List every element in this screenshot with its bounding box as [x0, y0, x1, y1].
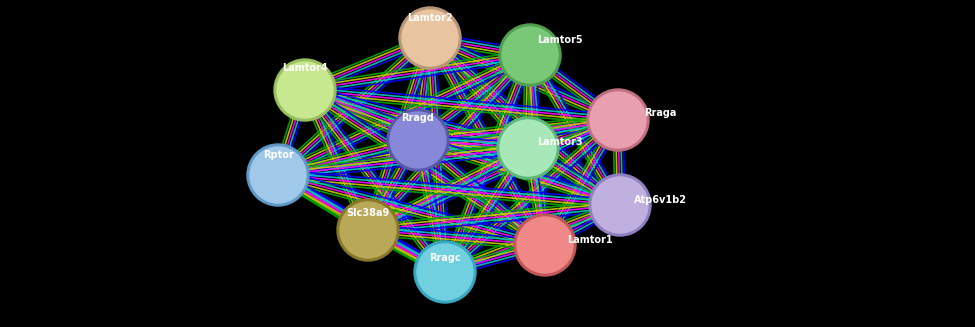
Circle shape	[387, 109, 449, 171]
Circle shape	[250, 147, 306, 203]
Circle shape	[500, 120, 556, 176]
Circle shape	[340, 202, 396, 258]
Circle shape	[414, 241, 476, 303]
Circle shape	[277, 62, 333, 118]
Circle shape	[502, 27, 558, 83]
Circle shape	[589, 174, 651, 236]
Circle shape	[399, 7, 461, 69]
Circle shape	[499, 24, 561, 86]
Circle shape	[587, 89, 649, 151]
Text: Rragc: Rragc	[429, 253, 461, 263]
Circle shape	[337, 199, 399, 261]
Circle shape	[592, 177, 648, 233]
Text: Rraga: Rraga	[644, 108, 677, 118]
Circle shape	[497, 117, 559, 179]
Circle shape	[247, 144, 309, 206]
Text: Lamtor4: Lamtor4	[282, 63, 328, 73]
Text: Lamtor1: Lamtor1	[567, 235, 613, 245]
Circle shape	[417, 244, 473, 300]
Text: Lamtor5: Lamtor5	[537, 35, 583, 45]
Text: Rptor: Rptor	[262, 150, 293, 160]
Text: Rragd: Rragd	[402, 113, 435, 123]
Text: Lamtor3: Lamtor3	[537, 137, 583, 147]
Text: Lamtor2: Lamtor2	[408, 13, 452, 23]
Circle shape	[514, 214, 576, 276]
Circle shape	[274, 59, 336, 121]
Text: Slc38a9: Slc38a9	[346, 208, 390, 218]
Circle shape	[390, 112, 446, 168]
Circle shape	[517, 217, 573, 273]
Text: Atp6v1b2: Atp6v1b2	[634, 195, 686, 205]
Circle shape	[590, 92, 646, 148]
Circle shape	[402, 10, 458, 66]
